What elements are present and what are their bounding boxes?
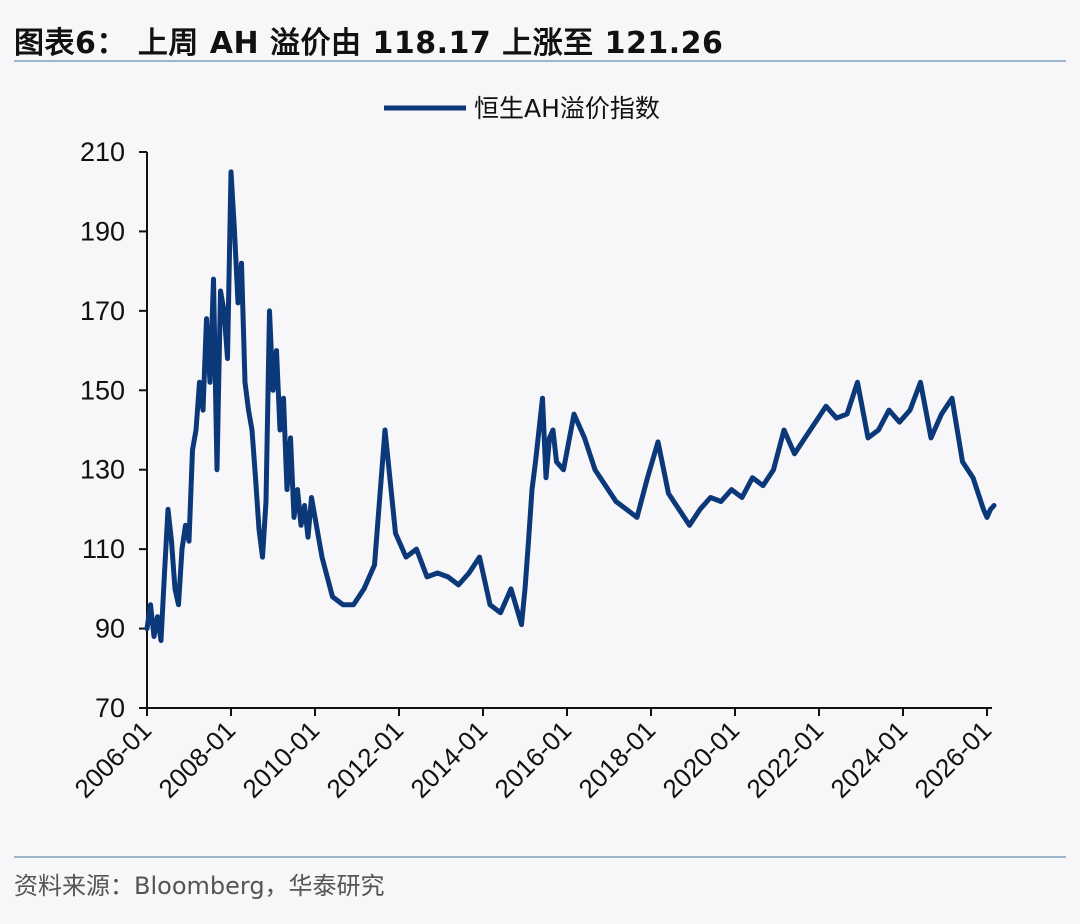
x-tick-label: 2026-01 (909, 715, 998, 804)
y-tick-label: 130 (80, 455, 125, 485)
x-tick-label: 2016-01 (489, 715, 578, 804)
header-rule (14, 60, 1066, 62)
y-axis-ticks: 70 90 110 130 150 170 190 210 (80, 137, 147, 723)
x-axis-ticks: 2006-012008-012010-012012-012014-012016-… (69, 708, 998, 804)
series-line-0 (144, 169, 997, 643)
y-tick-label: 170 (80, 296, 125, 326)
y-tick-label: 70 (95, 693, 125, 723)
y-tick-label: 150 (80, 375, 125, 405)
source-note: 资料来源：Bloomberg，华泰研究 (14, 872, 385, 900)
x-tick-label: 2018-01 (573, 715, 662, 804)
x-tick-label: 2006-01 (69, 715, 158, 804)
y-tick-label: 210 (80, 137, 125, 167)
plot-area (144, 169, 997, 643)
x-tick-label: 2012-01 (321, 715, 410, 804)
x-tick-label: 2024-01 (825, 715, 914, 804)
y-tick-label: 110 (82, 534, 125, 564)
x-tick-label: 2010-01 (237, 715, 326, 804)
y-tick-label: 190 (80, 216, 125, 246)
legend-label: 恒生AH溢价指数 (474, 94, 660, 123)
x-tick-label: 2020-01 (657, 715, 746, 804)
x-tick-label: 2008-01 (153, 715, 242, 804)
x-tick-label: 2022-01 (741, 715, 830, 804)
chart-title: 图表6： 上周 AH 溢价由 118.17 上涨至 121.26 (14, 26, 724, 61)
x-tick-label: 2014-01 (405, 715, 494, 804)
legend: 恒生AH溢价指数 (384, 94, 660, 123)
footer-rule (14, 856, 1066, 858)
y-tick-label: 90 (95, 614, 125, 644)
